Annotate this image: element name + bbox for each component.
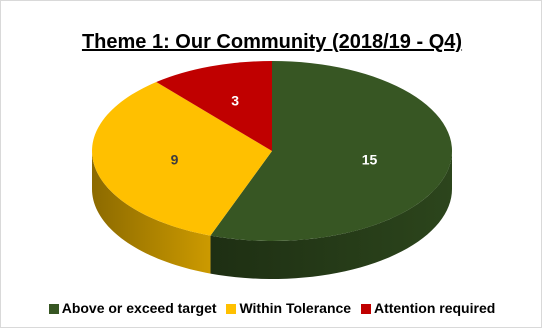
legend-item-attention-required: Attention required	[360, 300, 496, 316]
legend-label-within-tolerance: Within Tolerance	[239, 300, 352, 316]
chart-legend: Above or exceed target Within Tolerance …	[1, 300, 542, 316]
pie-slice-attention-required	[156, 61, 272, 151]
pie-slice-above-target	[210, 61, 453, 242]
pie-slice-within-tolerance	[92, 82, 272, 236]
pie-side-within-tolerance	[92, 151, 211, 274]
pie-side-above-target	[210, 151, 452, 279]
data-label-attention-required: 3	[231, 92, 239, 108]
legend-swatch-within-tolerance	[226, 304, 237, 314]
data-label-above-target: 15	[362, 152, 378, 168]
legend-swatch-attention-required	[360, 304, 371, 314]
legend-label-above-target: Above or exceed target	[61, 300, 217, 316]
legend-swatch-above-target	[48, 304, 59, 314]
chart-title: Theme 1: Our Community (2018/19 - Q4)	[81, 31, 463, 53]
data-label-within-tolerance: 9	[171, 152, 179, 168]
legend-item-above-target: Above or exceed target	[48, 300, 217, 316]
legend-item-within-tolerance: Within Tolerance	[226, 300, 351, 316]
legend-label-attention-required: Attention required	[373, 300, 496, 316]
